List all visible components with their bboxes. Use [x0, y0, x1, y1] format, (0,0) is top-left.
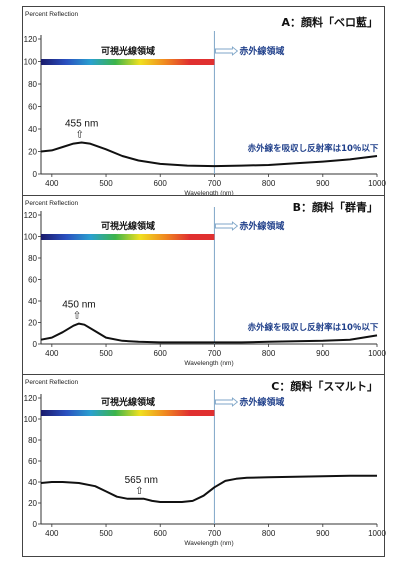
x-tick-label: 600: [154, 529, 168, 538]
chart-title: C：顔料「スマルト」: [271, 379, 378, 393]
x-tick-label: 800: [262, 179, 276, 188]
ir-region-label: 赤外線領域: [239, 45, 284, 57]
reflection-curve: [40, 141, 378, 168]
x-tick-label: 700: [208, 529, 222, 538]
y-tick-label: 0: [33, 340, 38, 349]
x-tick-label: 900: [316, 349, 330, 358]
ir-arrow-icon: [214, 221, 239, 231]
x-axis-title: Wavelength (nm): [184, 360, 233, 367]
y-tick-label: 100: [24, 233, 38, 242]
chart-svg: Percent Reflection C：顔料「スマルト」 0 20 40 60 80 100…: [24, 379, 386, 547]
x-tick-label: 900: [316, 529, 330, 538]
x-axis-title: Wavelength (nm): [184, 190, 233, 197]
y-axis-title: Percent Reflection: [25, 200, 78, 207]
x-tick-label: 400: [45, 349, 59, 358]
x-tick-label: 400: [45, 529, 59, 538]
ir-region-label: 赤外線領域: [239, 220, 284, 232]
y-tick-label: 120: [24, 211, 38, 220]
peak-arrow-icon: ⇧: [135, 486, 143, 497]
chart-panel-c: Percent Reflection C：顔料「スマルト」 0 20 40 60 80 100…: [22, 374, 386, 557]
y-axis-title: Percent Reflection: [25, 379, 78, 386]
visible-region-label: 可視光線領域: [101, 45, 155, 57]
y-tick-label: 60: [28, 103, 37, 112]
x-tick-label: 1000: [368, 349, 386, 358]
chart-title: B：顔料「群青」: [293, 200, 378, 214]
visible-spectrum-band: [41, 59, 215, 65]
x-tick-label: 1000: [368, 529, 386, 538]
y-tick-label: 120: [24, 35, 38, 44]
y-tick-label: 120: [24, 394, 38, 403]
y-tick-label: 0: [33, 170, 38, 179]
visible-region-label: 可視光線領域: [101, 396, 155, 408]
reflection-curve: [40, 474, 377, 503]
peak-label: 455 nm: [65, 119, 98, 130]
y-tick-label: 100: [24, 415, 38, 424]
y-tick-label: 20: [28, 499, 37, 508]
x-tick-label: 800: [262, 349, 276, 358]
chart-title: A：顔料「ベロ藍」: [281, 15, 378, 29]
absorption-note: 赤外線を吸収し反射率は10％以下: [248, 322, 379, 333]
visible-spectrum-band: [41, 234, 215, 240]
y-tick-label: 80: [28, 436, 37, 445]
y-tick-label: 40: [28, 478, 37, 487]
x-tick-label: 400: [45, 179, 59, 188]
peak-arrow-icon: ⇧: [75, 130, 83, 141]
x-tick-label: 600: [154, 179, 168, 188]
y-tick-label: 80: [28, 254, 37, 263]
peak-label: 450 nm: [62, 300, 95, 311]
x-tick-label: 700: [208, 179, 222, 188]
chart-panel-a: Percent Reflection A：顔料「ベロ藍」 0 20 40 60 80 100 1…: [22, 6, 386, 197]
visible-region-label: 可視光線領域: [101, 220, 155, 232]
chart-svg: Percent Reflection B：顔料「群青」 0 20 40 60 80 100 12…: [24, 200, 386, 367]
x-tick-label: 700: [208, 349, 222, 358]
y-axis-title: Percent Reflection: [25, 11, 78, 18]
peak-arrow-icon: ⇧: [73, 311, 81, 322]
x-tick-label: 500: [99, 349, 113, 358]
reflection-curve: [40, 322, 378, 344]
y-tick-label: 40: [28, 297, 37, 306]
visible-spectrum-band: [41, 410, 215, 416]
x-tick-label: 500: [99, 179, 113, 188]
ir-arrow-icon: [214, 46, 239, 56]
ir-arrow-icon: [214, 397, 239, 407]
chart-panel-b: Percent Reflection B：顔料「群青」 0 20 40 60 80 100 12…: [22, 195, 386, 375]
x-tick-label: 1000: [368, 179, 386, 188]
x-tick-label: 600: [154, 349, 168, 358]
y-tick-label: 40: [28, 125, 37, 134]
ir-region-label: 赤外線領域: [239, 396, 284, 408]
y-tick-label: 20: [28, 148, 37, 157]
peak-label: 565 nm: [125, 475, 158, 486]
y-tick-label: 0: [33, 520, 38, 529]
y-tick-label: 60: [28, 457, 37, 466]
absorption-note: 赤外線を吸収し反射率は10％以下: [248, 143, 379, 154]
x-tick-label: 800: [262, 529, 276, 538]
x-tick-label: 900: [316, 179, 330, 188]
chart-svg: Percent Reflection A：顔料「ベロ藍」 0 20 40 60 80 100 1…: [24, 11, 386, 197]
x-tick-label: 500: [99, 529, 113, 538]
x-axis-title: Wavelength (nm): [184, 540, 233, 547]
y-tick-label: 80: [28, 80, 37, 89]
y-tick-label: 100: [24, 58, 38, 67]
y-tick-label: 20: [28, 319, 37, 328]
y-tick-label: 60: [28, 276, 37, 285]
